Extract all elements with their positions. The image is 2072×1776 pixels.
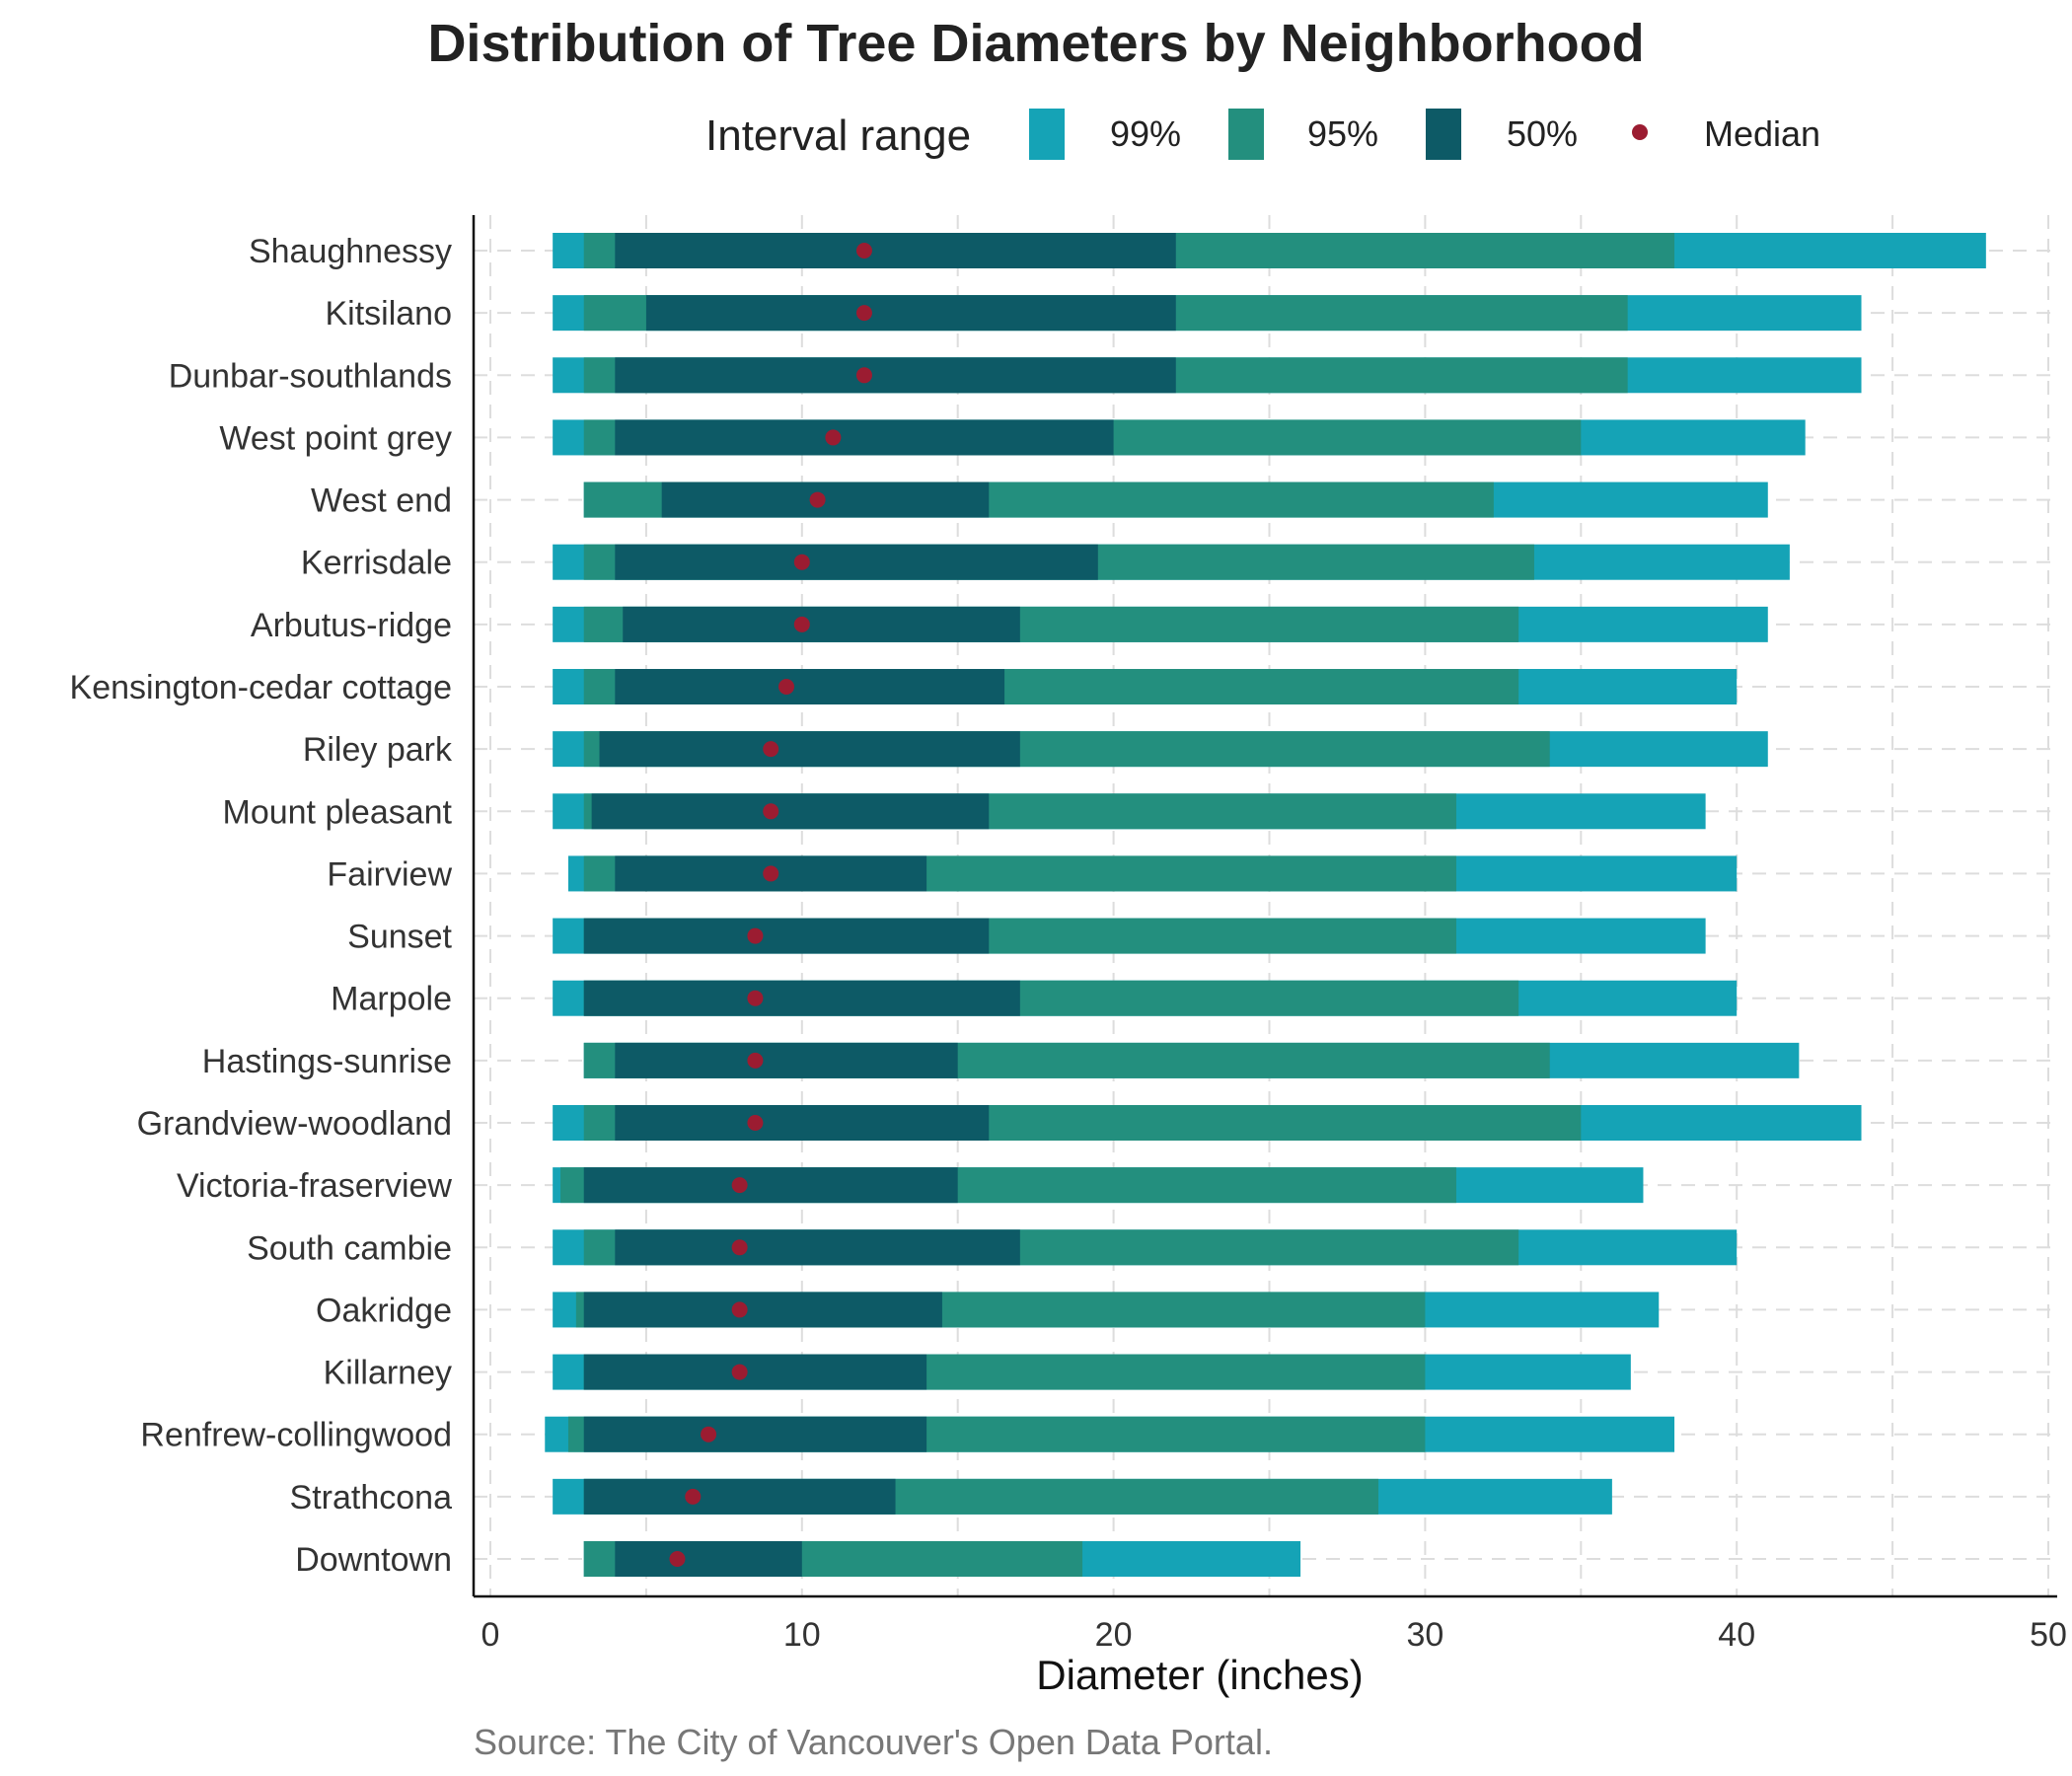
interval-bar-50-strathcona (583, 1478, 896, 1515)
median-point-kitsilano (855, 305, 872, 322)
legend-label-50: 50% (1507, 113, 1578, 154)
interval-bar-50-south-cambie (615, 1229, 1020, 1266)
median-point-riley-park (763, 741, 779, 758)
interval-bar-50-riley-park (599, 731, 1020, 768)
legend: Interval range 99% 95% 50% Median (705, 109, 1820, 160)
plot-area: 0 10 20 30 40 50 Shaughnessy Kitsilano Dunbar-so… (70, 215, 2067, 1654)
interval-bar-50-dunbar-southlands (615, 357, 1176, 394)
interval-bar-50-mount-pleasant (591, 793, 990, 830)
median-point-downtown (669, 1551, 686, 1567)
legend-key-50 (1426, 109, 1461, 160)
interval-bar-50-hastings-sunrise (615, 1042, 958, 1078)
legend-label-95: 95% (1307, 113, 1378, 154)
chart-caption: Source: The City of Vancouver's Open Dat… (474, 1722, 1273, 1762)
category-label: Arbutus-ridge (251, 607, 452, 644)
interval-bar-50-killarney (583, 1354, 927, 1390)
interval-bar-50-shaughnessy (615, 233, 1176, 268)
interval-bar-50-grandview-woodland (615, 1105, 990, 1141)
median-point-killarney (731, 1364, 748, 1380)
interval-bar-50-victoria-fraserview (583, 1167, 958, 1204)
category-label: Mount pleasant (223, 793, 453, 831)
median-point-arbutus-ridge (793, 616, 810, 632)
median-point-victoria-fraserview (731, 1177, 748, 1194)
x-tick-label: 50 (2030, 1616, 2067, 1654)
category-label: Riley park (303, 731, 453, 769)
median-point-grandview-woodland (747, 1115, 764, 1131)
category-label: Hastings-sunrise (202, 1043, 452, 1080)
median-point-strathcona (685, 1488, 702, 1505)
median-point-south-cambie (731, 1239, 748, 1256)
x-tick-label: 10 (783, 1616, 821, 1654)
category-label: Fairview (327, 855, 452, 893)
category-label: Kensington-cedar cottage (70, 669, 452, 706)
median-point-west-point-grey (825, 429, 842, 446)
median-point-oakridge (731, 1301, 748, 1318)
category-label: Kitsilano (325, 295, 452, 333)
median-point-marpole (747, 990, 764, 1006)
interval-bar-50-kitsilano (645, 295, 1176, 332)
category-label: Renfrew-collingwood (140, 1417, 452, 1454)
category-label: West end (311, 482, 452, 520)
legend-key-99 (1029, 109, 1065, 160)
median-point-kerrisdale (793, 554, 810, 570)
category-label: Marpole (331, 981, 452, 1018)
x-tick-label: 20 (1095, 1616, 1133, 1654)
category-label: South cambie (247, 1229, 452, 1267)
median-point-fairview (763, 865, 779, 882)
legend-key-median (1632, 124, 1648, 140)
x-tick-label: 40 (1718, 1616, 1755, 1654)
median-point-shaughnessy (855, 243, 872, 259)
x-axis-title: Diameter (inches) (1036, 1652, 1363, 1698)
x-tick-label: 30 (1406, 1616, 1443, 1654)
interval-bar-50-kerrisdale (615, 544, 1098, 580)
legend-label-99: 99% (1110, 113, 1181, 154)
legend-key-95 (1228, 109, 1264, 160)
interval-bar-50-sunset (583, 918, 990, 954)
legend-label-median: Median (1704, 113, 1820, 154)
category-label: Strathcona (290, 1479, 453, 1517)
category-label: Oakridge (316, 1292, 452, 1329)
interval-bar-50-oakridge (583, 1292, 942, 1328)
median-point-kensington-cedar-cottage (778, 679, 795, 695)
median-point-west-end (809, 491, 826, 508)
x-tick-label: 0 (481, 1616, 500, 1654)
category-label: Dunbar-southlands (169, 357, 452, 395)
category-label: Shaughnessy (249, 233, 452, 270)
interval-bar-50-west-point-grey (615, 419, 1114, 456)
category-label: Kerrisdale (301, 545, 452, 582)
category-label: Downtown (295, 1541, 452, 1579)
interval-bar-50-marpole (583, 980, 1020, 1016)
category-label: Sunset (347, 919, 452, 956)
median-point-hastings-sunrise (747, 1052, 764, 1069)
median-point-mount-pleasant (763, 803, 779, 820)
median-point-sunset (747, 927, 764, 944)
median-point-dunbar-southlands (855, 367, 872, 384)
category-label: West point grey (219, 419, 452, 457)
interval-bar-50-downtown (615, 1541, 802, 1577)
chart-title: Distribution of Tree Diameters by Neighb… (427, 14, 1644, 73)
median-point-renfrew-collingwood (701, 1426, 717, 1443)
category-label: Victoria-fraserview (177, 1167, 452, 1205)
category-label: Killarney (324, 1355, 452, 1392)
legend-title: Interval range (705, 111, 971, 160)
interval-bar-50-arbutus-ridge (623, 606, 1020, 642)
category-label: Grandview-woodland (137, 1105, 452, 1143)
interval-bar-50-renfrew-collingwood (583, 1416, 927, 1452)
interval-bar-50-kensington-cedar-cottage (615, 669, 1005, 704)
